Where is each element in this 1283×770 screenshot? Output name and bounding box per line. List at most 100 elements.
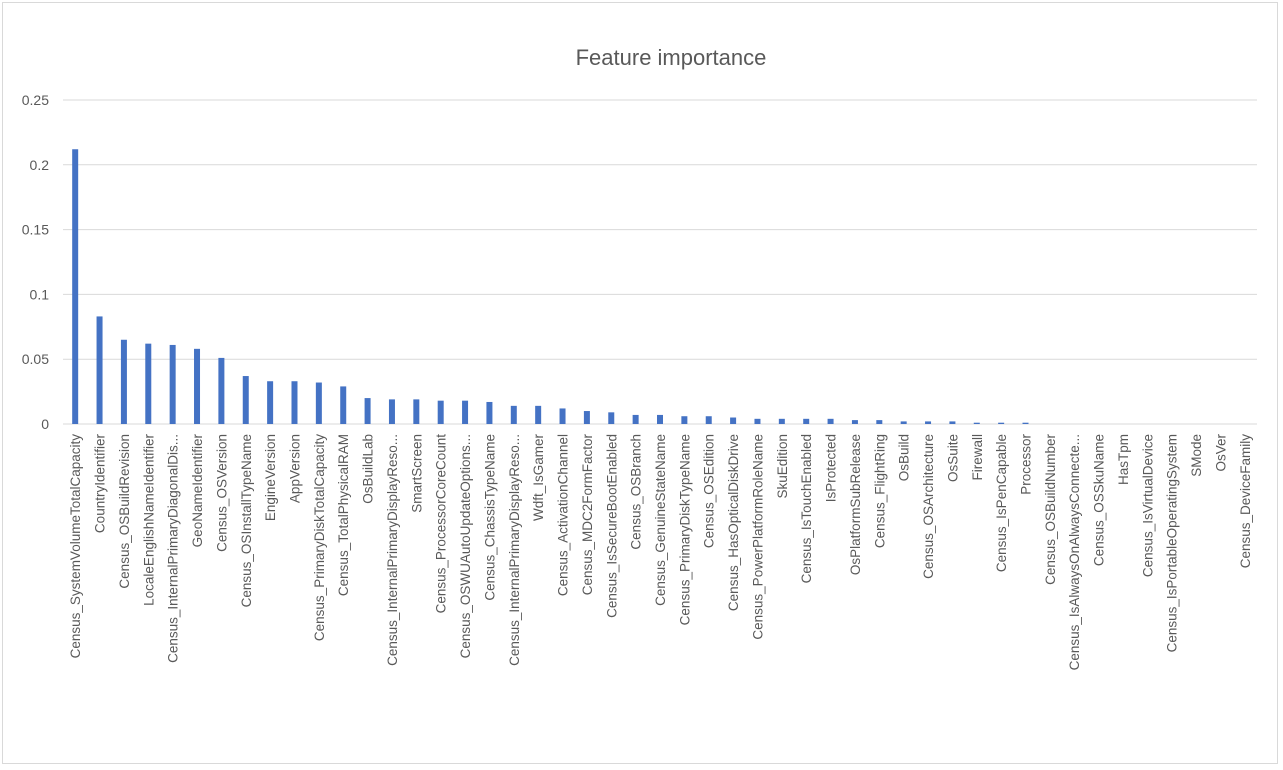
x-tick-label: Processor <box>1019 434 1034 495</box>
x-tick-label: Census_TotalPhysicalRAM <box>336 434 351 596</box>
y-axis-ticks: 0 0.05 0.1 0.15 0.2 0.25 <box>22 92 49 432</box>
x-tick-label: Census_OSBranch <box>629 434 644 550</box>
feature-importance-chart: Feature importance 0 0.05 0.1 0.15 0.2 0.25 C… <box>22 45 1257 670</box>
x-tick-label: LocaleEnglishNameIdentifier <box>141 434 156 606</box>
x-tick-label: Census_OSBuildRevision <box>117 434 132 589</box>
bar <box>535 405 542 424</box>
bar <box>413 399 420 424</box>
x-tick-label: Census_ProcessorCoreCount <box>434 434 449 614</box>
bar <box>827 418 834 424</box>
bar <box>559 408 566 424</box>
bar <box>1022 422 1029 424</box>
bar <box>876 420 883 424</box>
bar <box>218 357 225 424</box>
x-tick-label: CountryIdentifier <box>93 434 108 534</box>
bar <box>657 414 663 424</box>
bar <box>925 421 932 424</box>
bar <box>851 420 858 424</box>
bar <box>998 422 1005 424</box>
x-tick-label: SMode <box>1189 434 1204 477</box>
bar <box>169 344 176 424</box>
bar <box>364 398 371 424</box>
x-tick-label: OsSuite <box>945 434 960 482</box>
x-tick-label: OsBuildLab <box>361 434 376 504</box>
x-tick-label: OsBuild <box>897 434 912 481</box>
bar <box>462 400 469 424</box>
x-tick-label: AppVersion <box>287 434 302 503</box>
x-tick-label: Census_OSVersion <box>214 434 229 552</box>
y-tick-label: 0.2 <box>30 157 50 173</box>
x-tick-label: IsProtected <box>824 434 839 502</box>
bar <box>194 348 201 424</box>
bar <box>608 412 615 424</box>
chart-title: Feature importance <box>576 45 767 70</box>
x-tick-label: Census_PrimaryDiskTypeName <box>677 434 692 625</box>
bar <box>949 421 956 424</box>
x-tick-label: Census_OSEdition <box>702 434 717 548</box>
x-tick-label: Census_FlightRing <box>872 434 887 548</box>
bar <box>96 316 103 424</box>
x-tick-label: Census_InternalPrimaryDisplayReso... <box>507 434 522 666</box>
bar <box>242 376 249 424</box>
x-tick-label: Census_IsVirtualDevice <box>1140 434 1155 577</box>
x-tick-label: Census_HasOpticalDiskDrive <box>726 434 741 611</box>
bar <box>486 401 493 424</box>
x-axis-ticks: Census_SystemVolumeTotalCapacity CountryI… <box>68 433 1253 670</box>
x-tick-label: Census_ActivationChannel <box>556 434 571 596</box>
x-tick-label: Census_PrimaryDiskTotalCapacity <box>312 434 327 641</box>
bar <box>778 418 785 424</box>
bar <box>340 386 347 424</box>
bar <box>510 405 517 424</box>
x-tick-label: Census_OSInstallTypeName <box>239 434 254 607</box>
bar <box>681 416 688 424</box>
x-tick-label: Census_SystemVolumeTotalCapacity <box>68 434 83 659</box>
x-tick-label: Census_IsSecureBootEnabled <box>604 434 619 618</box>
bar <box>72 149 79 425</box>
bar <box>705 416 712 424</box>
bar <box>730 417 737 424</box>
bar <box>120 339 127 424</box>
x-tick-label: Census_PowerPlatformRoleName <box>750 434 765 640</box>
y-tick-label: 0.25 <box>22 92 49 108</box>
bars <box>72 149 1029 425</box>
x-tick-label: OsVer <box>1213 433 1228 471</box>
x-tick-label: SkuEdition <box>775 434 790 499</box>
x-tick-label: Census_ChassisTypeName <box>482 434 497 601</box>
y-tick-label: 0.1 <box>30 286 50 302</box>
x-tick-label: Census_InternalPrimaryDiagonalDis... <box>166 434 181 663</box>
x-tick-label: SmartScreen <box>409 434 424 513</box>
bar <box>267 381 274 424</box>
bar <box>437 400 444 424</box>
x-tick-label: Census_InternalPrimaryDisplayReso... <box>385 434 400 666</box>
bar <box>388 399 395 424</box>
y-tick-label: 0.05 <box>22 351 49 367</box>
x-tick-label: HasTpm <box>1116 434 1131 485</box>
x-tick-label: Census_DeviceFamily <box>1238 434 1253 569</box>
y-tick-label: 0 <box>41 416 49 432</box>
bar <box>315 382 322 424</box>
bar <box>632 414 639 424</box>
x-tick-label: OsPlatformSubRelease <box>848 434 863 575</box>
x-tick-label: Census_OSSkuName <box>1092 434 1107 566</box>
x-tick-label: Census_IsAlwaysOnAlwaysConnecte... <box>1067 434 1082 670</box>
bar <box>291 381 298 424</box>
x-tick-label: Census_OSWUAutoUpdateOptions... <box>458 434 473 658</box>
bar <box>803 418 810 424</box>
x-tick-label: Census_GenuineStateName <box>653 434 668 606</box>
x-tick-label: Wdft_IsGamer <box>531 434 546 522</box>
bar <box>754 418 761 424</box>
x-tick-label: Census_OSBuildNumber <box>1043 434 1058 585</box>
y-tick-label: 0.15 <box>22 222 49 238</box>
bar <box>973 422 980 424</box>
x-tick-label: EngineVersion <box>263 434 278 521</box>
bar <box>583 411 590 424</box>
x-tick-label: Census_OSArchitecture <box>921 434 936 579</box>
bar <box>900 421 907 424</box>
gridlines <box>63 99 1257 425</box>
x-tick-label: Firewall <box>970 434 985 481</box>
x-tick-label: Census_IsPortableOperatingSystem <box>1165 434 1180 652</box>
x-tick-label: Census_MDC2FormFactor <box>580 434 595 596</box>
x-tick-label: Census_IsTouchEnabled <box>799 434 814 583</box>
x-tick-label: GeoNameIdentifier <box>190 434 205 548</box>
